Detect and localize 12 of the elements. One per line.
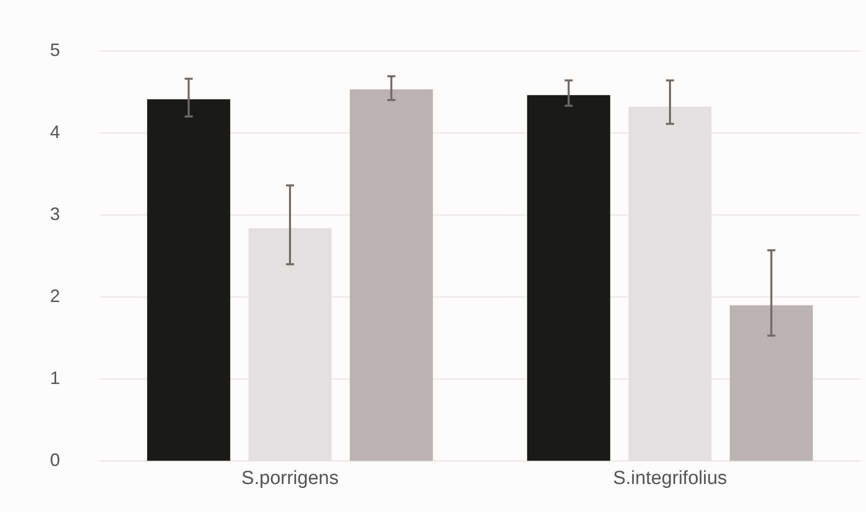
bar xyxy=(350,89,433,461)
y-tick-label: 4 xyxy=(50,122,60,142)
bar xyxy=(730,305,813,461)
y-tick-label: 3 xyxy=(50,204,60,224)
x-tick-label: S.integrifolius xyxy=(612,468,728,489)
x-tick-label: S.porrigens xyxy=(241,468,339,489)
bar xyxy=(527,95,610,461)
bar xyxy=(147,99,230,461)
y-tick-label: 1 xyxy=(50,368,60,388)
y-tick-label: 0 xyxy=(50,450,60,470)
y-tick-label: 5 xyxy=(50,40,60,60)
y-tick-label: 2 xyxy=(50,286,60,306)
